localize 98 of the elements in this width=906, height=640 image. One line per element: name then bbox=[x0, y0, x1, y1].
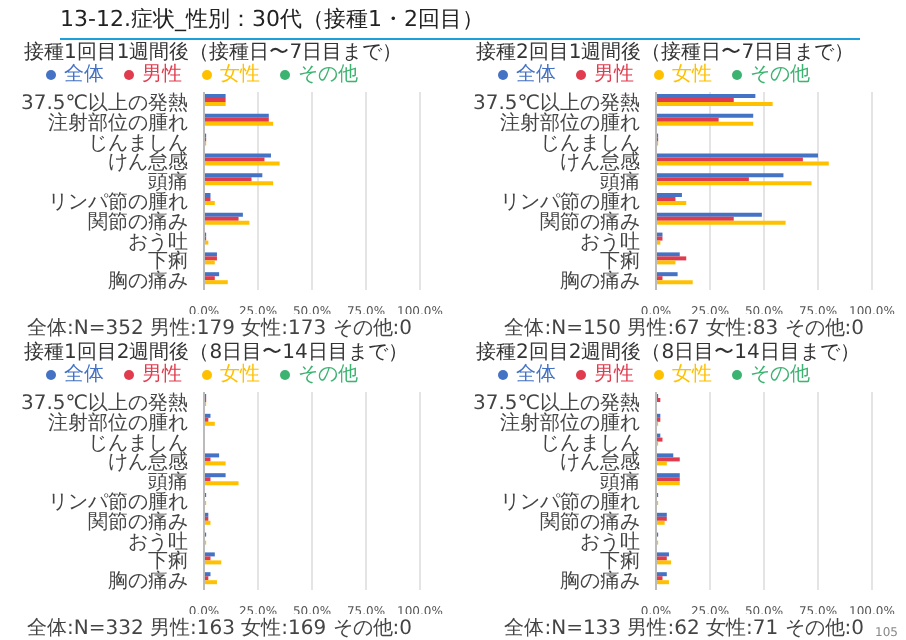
bar bbox=[656, 113, 754, 118]
bar bbox=[656, 461, 667, 466]
bar bbox=[656, 181, 812, 186]
bar bbox=[204, 173, 263, 178]
legend-label: 全体 bbox=[516, 364, 556, 386]
y-tick-label: 頭痛 bbox=[600, 170, 640, 195]
bar bbox=[656, 197, 676, 201]
y-tick-label: 胸の痛み bbox=[108, 269, 188, 294]
bar bbox=[656, 260, 676, 265]
y-tick-label: 関節の痛み bbox=[540, 509, 640, 534]
y-tick-label: 注射部位の腫れ bbox=[500, 110, 640, 135]
bar bbox=[656, 98, 734, 102]
bar bbox=[656, 173, 784, 178]
bar bbox=[656, 216, 734, 221]
bar bbox=[656, 94, 756, 98]
y-tick-label: 頭痛 bbox=[600, 470, 640, 495]
bar bbox=[656, 280, 693, 285]
y-tick-label: 37.5℃以上の発熱 bbox=[473, 391, 640, 415]
legend-label: 男性 bbox=[594, 64, 634, 86]
bar bbox=[204, 560, 222, 565]
bar bbox=[204, 161, 280, 166]
legend-label: 全体 bbox=[64, 64, 104, 86]
bar bbox=[204, 473, 226, 478]
bar bbox=[656, 453, 674, 458]
y-tick-label: 37.5℃以上の発熱 bbox=[473, 91, 640, 115]
chart-title: 接種1回目2週間後（8日目〜14日目まで） bbox=[22, 340, 410, 364]
y-tick-label: 頭痛 bbox=[148, 470, 188, 495]
bar bbox=[656, 157, 803, 162]
y-tick-label: リンパ節の腫れ bbox=[48, 190, 188, 214]
legend-label: その他 bbox=[750, 364, 810, 386]
legend-label: 女性 bbox=[220, 64, 260, 86]
text: 全体:N=150 男性:67 女性:83 その他:0 bbox=[504, 315, 864, 342]
y-tick-label: リンパ節の腫れ bbox=[500, 490, 640, 514]
legend-label: その他 bbox=[298, 64, 358, 86]
y-tick-label: 注射部位の腫れ bbox=[48, 410, 188, 435]
chart-title: 接種2回目2週間後（8日目〜14日目まで） bbox=[474, 340, 862, 364]
bar bbox=[204, 220, 250, 225]
bar bbox=[656, 560, 672, 565]
y-tick-label: じんましん bbox=[540, 132, 640, 155]
legend-label: 女性 bbox=[672, 364, 712, 386]
bar bbox=[204, 153, 271, 158]
y-tick-label: 注射部位の腫れ bbox=[500, 410, 640, 435]
text: 全体:N=133 男性:62 女性:71 その他:0 bbox=[504, 615, 864, 640]
legend-label: 女性 bbox=[672, 64, 712, 86]
y-tick-label: じんましん bbox=[88, 132, 188, 155]
bar bbox=[204, 121, 274, 126]
bar bbox=[204, 272, 220, 277]
chart-title: 接種2回目1週間後（接種日〜7日目まで） bbox=[474, 40, 857, 64]
bar bbox=[204, 276, 215, 281]
text: 全体:N=332 男性:163 女性:169 その他:0 bbox=[27, 615, 412, 640]
bar bbox=[204, 481, 239, 486]
bar bbox=[656, 161, 829, 166]
bar bbox=[656, 272, 678, 277]
y-tick-label: 関節の痛み bbox=[88, 509, 188, 534]
bar bbox=[656, 212, 762, 217]
y-tick-label: 注射部位の腫れ bbox=[48, 110, 188, 135]
bar bbox=[204, 157, 265, 162]
bar bbox=[204, 177, 252, 182]
bar bbox=[656, 457, 680, 462]
bar bbox=[656, 102, 773, 106]
bar bbox=[656, 177, 749, 182]
bar bbox=[656, 193, 682, 197]
y-tick-label: じんましん bbox=[88, 432, 188, 455]
legend-label: 全体 bbox=[516, 64, 556, 86]
y-tick-label: 胸の痛み bbox=[560, 269, 640, 294]
y-tick-label: じんましん bbox=[540, 432, 640, 455]
y-tick-label: 胸の痛み bbox=[560, 569, 640, 594]
legend-label: その他 bbox=[750, 64, 810, 86]
y-tick-label: 37.5℃以上の発熱 bbox=[21, 91, 188, 115]
bar bbox=[204, 280, 228, 285]
legend-label: 男性 bbox=[594, 364, 634, 386]
legend-label: 男性 bbox=[142, 64, 182, 86]
chart-title: 接種1回目1週間後（接種日〜7日目まで） bbox=[22, 40, 405, 64]
legend-label: 女性 bbox=[220, 364, 260, 386]
y-tick-label: 関節の痛み bbox=[88, 209, 188, 234]
text: 13-12.症状_性別：30代（接種1・2回目） bbox=[60, 4, 860, 40]
bar bbox=[656, 256, 687, 261]
text: 全体:N=352 男性:179 女性:173 その他:0 bbox=[27, 315, 412, 341]
y-tick-label: 関節の痛み bbox=[540, 209, 640, 234]
bar bbox=[204, 580, 217, 585]
y-tick-label: 胸の痛み bbox=[108, 569, 188, 594]
bar bbox=[656, 121, 754, 126]
y-tick-label: リンパ節の腫れ bbox=[500, 190, 640, 214]
y-tick-label: リンパ節の腫れ bbox=[48, 490, 188, 514]
bar bbox=[656, 201, 687, 205]
bar bbox=[204, 461, 226, 466]
y-tick-label: 37.5℃以上の発熱 bbox=[21, 391, 188, 415]
bar bbox=[656, 220, 786, 225]
bar bbox=[204, 421, 215, 426]
bar bbox=[656, 117, 719, 122]
legend-label: 全体 bbox=[64, 364, 104, 386]
bar bbox=[656, 580, 669, 585]
legend-label: その他 bbox=[298, 364, 358, 386]
y-tick-label: 頭痛 bbox=[148, 170, 188, 195]
bar bbox=[656, 153, 818, 158]
bar bbox=[204, 181, 274, 186]
bar bbox=[204, 453, 220, 458]
legend-label: 男性 bbox=[142, 364, 182, 386]
